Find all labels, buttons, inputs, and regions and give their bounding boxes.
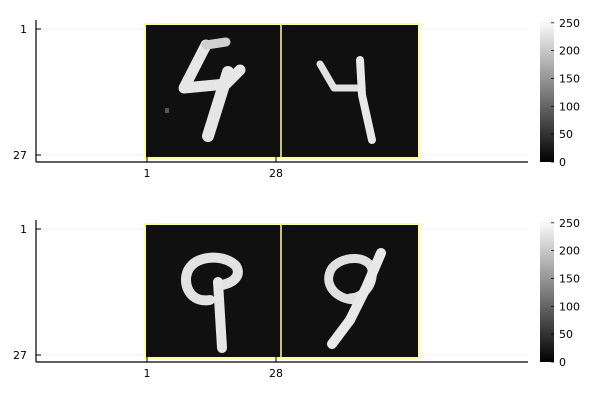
subplot-1-colorbar-gradient (540, 20, 554, 162)
subplot-1-xtick-label-1: 1 (144, 167, 151, 180)
subplot-1-colorbar-tick-label-1: 50 (559, 128, 573, 141)
subplot-2-colorbar-tick-label-3: 150 (559, 272, 580, 285)
subplot-1-image-border (144, 23, 420, 159)
subplot-1-colorbar-tick-label-0: 0 (559, 156, 566, 169)
subplot-2-image-right (281, 224, 419, 358)
subplot-2-ytick-label-2: 27 (13, 349, 27, 362)
subplot-2-colorbar-tick-label-2: 100 (559, 300, 580, 313)
subplot-2-image-border (144, 223, 420, 359)
subplot-2-xtick-label-2: 28 (269, 367, 283, 380)
subplot-1-ytick-label-2: 27 (13, 149, 27, 162)
subplot-1-colorbar-tick-label-4: 200 (559, 45, 580, 58)
subplot-1-colorbar-tick-label-2: 100 (559, 100, 580, 113)
subplot-2-colorbar-tick-label-0: 0 (559, 356, 566, 369)
subplot-2-xtick-label-1: 1 (144, 367, 151, 380)
subplot-1-image-left (145, 24, 281, 158)
subplot-1-ytick-label-1: 1 (20, 23, 27, 36)
subplot-2: 1 28 1 27 0 50 100 150 200 250 (13, 217, 580, 380)
subplot-2-colorbar-gradient (540, 220, 554, 362)
subplot-2-colorbar: 0 50 100 150 200 250 (540, 217, 580, 369)
subplot-1-image-right (281, 24, 419, 158)
subplot-2-colorbar-tick-label-1: 50 (559, 328, 573, 341)
subplot-1: 1 28 1 27 0 50 100 150 200 250 (13, 17, 580, 180)
subplot-1-colorbar-tick-label-3: 150 (559, 72, 580, 85)
subplot-2-image-left (145, 224, 281, 358)
subplot-2-ytick-label-1: 1 (20, 223, 27, 236)
subplot-1-colorbar: 0 50 100 150 200 250 (540, 17, 580, 169)
subplot-2-colorbar-tick-label-5: 250 (559, 217, 580, 230)
subplot-2-colorbar-tick-label-4: 200 (559, 245, 580, 258)
subplot-1-colorbar-tick-label-5: 250 (559, 17, 580, 30)
subplot-1-xtick-label-2: 28 (269, 167, 283, 180)
